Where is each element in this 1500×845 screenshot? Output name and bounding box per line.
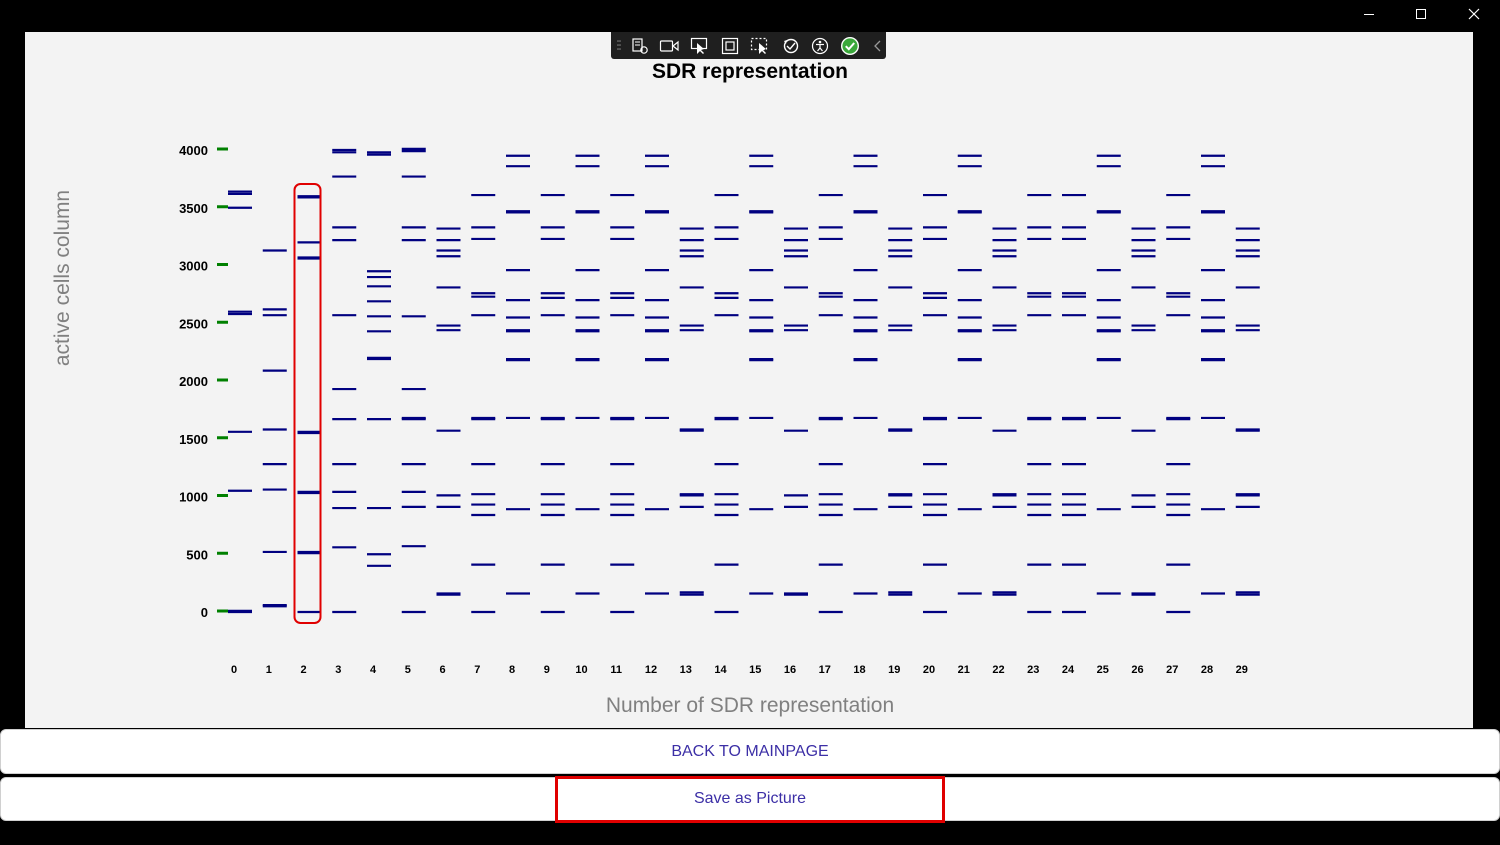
x-tick-label: 0 <box>231 664 237 676</box>
maximize-icon[interactable] <box>1395 0 1447 28</box>
x-tick-label: 23 <box>1027 664 1039 676</box>
x-tick-label: 14 <box>714 664 727 676</box>
y-tick-label: 3500 <box>179 201 208 216</box>
x-tick-label: 16 <box>784 664 796 676</box>
x-tick-label: 27 <box>1166 664 1178 676</box>
collapse-chevron-icon[interactable] <box>868 36 888 56</box>
y-tick-label: 1500 <box>179 432 208 447</box>
chart-title: SDR representation <box>651 60 849 83</box>
x-tick-label: 20 <box>923 664 935 676</box>
x-tick-label: 29 <box>1236 664 1248 676</box>
y-tick-label: 2000 <box>179 374 208 389</box>
x-tick-label: 15 <box>749 664 761 676</box>
x-tick-label: 25 <box>1097 664 1109 676</box>
x-tick-label: 11 <box>610 664 622 676</box>
back-to-mainpage-button[interactable]: BACK TO MAINPAGE <box>0 729 1500 774</box>
x-tick-label: 4 <box>370 664 377 676</box>
x-tick-label: 26 <box>1131 664 1143 676</box>
track-focus-icon[interactable] <box>750 36 770 56</box>
x-tick-label: 28 <box>1201 664 1213 676</box>
live-visual-tree-icon[interactable] <box>630 36 650 56</box>
grip-icon[interactable] <box>617 39 621 53</box>
y-tick-label: 500 <box>186 547 208 562</box>
window-titlebar <box>0 0 1500 32</box>
x-axis-label: Number of SDR representation <box>605 694 895 717</box>
y-tick-label: 1000 <box>179 490 208 505</box>
select-element-icon[interactable] <box>690 36 710 56</box>
check-icon[interactable] <box>840 36 860 56</box>
hot-reload-icon[interactable] <box>781 36 801 56</box>
x-tick-label: 19 <box>888 664 900 676</box>
y-tick-label: 0 <box>201 605 208 620</box>
content-area <box>25 32 1473 728</box>
x-tick-label: 1 <box>266 664 272 676</box>
y-tick-label: 3000 <box>179 259 208 274</box>
record-icon[interactable] <box>659 36 679 56</box>
y-tick-label: 4000 <box>179 143 208 158</box>
x-tick-label: 13 <box>680 664 692 676</box>
x-tick-label: 2 <box>300 664 306 676</box>
debug-toolbar <box>611 32 886 59</box>
x-tick-label: 21 <box>958 664 970 676</box>
column-highlight <box>293 183 322 624</box>
x-tick-label: 24 <box>1062 664 1075 676</box>
x-tick-label: 18 <box>853 664 865 676</box>
save-as-picture-button[interactable]: Save as Picture <box>0 777 1500 821</box>
x-tick-label: 6 <box>439 664 445 676</box>
display-layout-adorners-icon[interactable] <box>720 36 740 56</box>
x-tick-label: 22 <box>992 664 1004 676</box>
accessibility-icon[interactable] <box>810 36 830 56</box>
x-tick-label: 10 <box>575 664 587 676</box>
x-tick-label: 8 <box>509 664 515 676</box>
x-tick-label: 5 <box>405 664 411 676</box>
x-tick-label: 3 <box>335 664 341 676</box>
close-icon[interactable] <box>1448 0 1500 28</box>
x-tick-label: 7 <box>474 664 480 676</box>
x-tick-label: 17 <box>819 664 831 676</box>
y-tick-label: 2500 <box>179 316 208 331</box>
minimize-icon[interactable] <box>1343 0 1395 28</box>
x-tick-label: 12 <box>645 664 657 676</box>
x-tick-label: 9 <box>544 664 550 676</box>
